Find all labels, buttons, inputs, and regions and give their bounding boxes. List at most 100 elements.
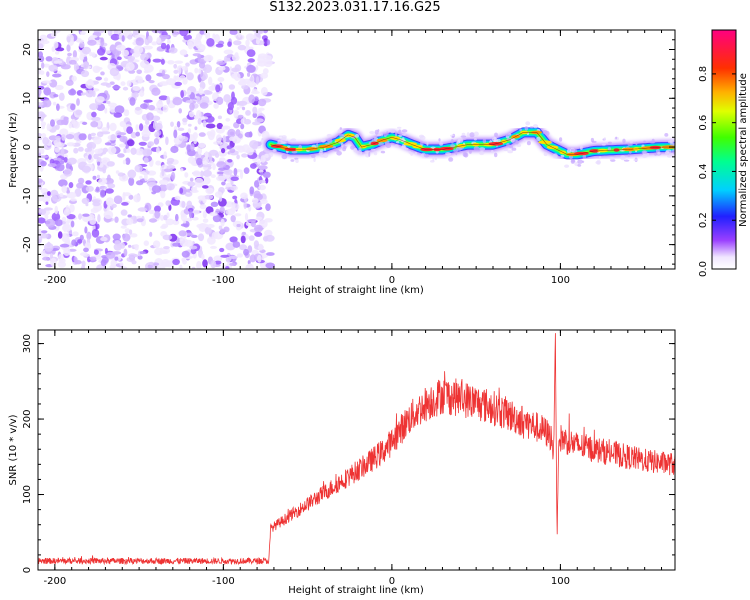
noise-blob bbox=[205, 90, 213, 95]
noise-blob bbox=[250, 220, 256, 228]
noise-blob bbox=[166, 157, 175, 163]
noise-blob bbox=[54, 142, 65, 148]
noise-blob bbox=[173, 129, 178, 139]
ridge-halo bbox=[378, 142, 384, 146]
noise-blob bbox=[38, 208, 47, 215]
noise-blob bbox=[178, 65, 182, 75]
ridge-halo bbox=[491, 150, 494, 154]
noise-blob bbox=[181, 66, 189, 71]
noise-blob bbox=[127, 139, 135, 147]
noise-blob bbox=[240, 192, 248, 200]
ridge-halo bbox=[396, 141, 400, 144]
noise-blob bbox=[89, 217, 97, 225]
ridge-halo bbox=[536, 136, 541, 142]
noise-blob bbox=[256, 60, 267, 67]
noise-blob bbox=[179, 30, 189, 37]
noise-blob bbox=[103, 210, 114, 219]
noise-blob bbox=[258, 184, 267, 191]
noise-blob bbox=[91, 199, 101, 203]
noise-blob bbox=[210, 174, 216, 179]
noise-blob bbox=[187, 156, 195, 164]
noise-blob bbox=[77, 239, 83, 244]
noise-blob bbox=[189, 245, 198, 250]
ridge-halo bbox=[286, 140, 289, 144]
noise-blob bbox=[66, 36, 71, 43]
noise-blob bbox=[162, 104, 169, 113]
noise-blob bbox=[166, 165, 176, 170]
ridge-halo bbox=[419, 135, 426, 141]
noise-blob bbox=[122, 136, 126, 143]
noise-blob bbox=[225, 256, 232, 262]
ridge-halo bbox=[665, 151, 670, 155]
ridge-halo bbox=[643, 140, 646, 143]
noise-blob bbox=[63, 157, 68, 163]
noise-blob bbox=[89, 51, 93, 57]
noise-blob bbox=[128, 253, 137, 258]
noise-blob bbox=[220, 254, 230, 258]
noise-blob bbox=[187, 41, 194, 50]
noise-blob bbox=[131, 260, 137, 265]
noise-blob bbox=[163, 214, 168, 221]
noise-blob bbox=[216, 161, 227, 168]
noise-blob bbox=[248, 235, 255, 241]
noise-blob bbox=[179, 236, 184, 242]
noise-blob bbox=[109, 67, 120, 77]
ridge-halo bbox=[473, 131, 479, 137]
noise-blob bbox=[96, 174, 100, 179]
noise-blob bbox=[212, 214, 221, 223]
bottom-ytick-label: 200 bbox=[22, 410, 33, 429]
noise-blob bbox=[60, 160, 65, 165]
noise-blob bbox=[254, 180, 260, 188]
noise-blob bbox=[168, 204, 172, 211]
noise-blob bbox=[99, 56, 108, 61]
noise-blob bbox=[244, 131, 253, 138]
noise-blob bbox=[67, 52, 72, 57]
noise-blob bbox=[247, 58, 255, 63]
ridge-halo bbox=[398, 129, 402, 135]
noise-blob bbox=[115, 170, 120, 174]
noise-blob bbox=[252, 197, 259, 204]
noise-blob bbox=[65, 205, 70, 213]
noise-blob bbox=[92, 90, 96, 98]
noise-blob bbox=[113, 49, 117, 54]
noise-blob bbox=[43, 63, 50, 68]
noise-blob bbox=[170, 145, 179, 154]
noise-blob bbox=[192, 53, 201, 57]
ridge-halo bbox=[560, 154, 565, 158]
noise-blob bbox=[80, 92, 86, 96]
noise-blob bbox=[187, 181, 196, 187]
noise-blob bbox=[91, 111, 97, 118]
noise-blob bbox=[128, 177, 135, 186]
noise-blob bbox=[237, 80, 248, 86]
ridge-halo bbox=[450, 144, 456, 148]
noise-blob bbox=[54, 147, 60, 153]
noise-blob bbox=[243, 118, 252, 125]
noise-blob bbox=[255, 76, 260, 85]
bottom-xtick-label: 100 bbox=[551, 576, 570, 587]
ridge-halo bbox=[564, 164, 570, 168]
noise-blob bbox=[135, 124, 139, 131]
ridge-halo bbox=[582, 160, 585, 163]
noise-blob bbox=[152, 262, 160, 266]
noise-blob bbox=[127, 57, 134, 63]
noise-blob bbox=[220, 218, 225, 227]
noise-blob bbox=[129, 229, 133, 235]
noise-blob bbox=[223, 49, 234, 55]
noise-blob bbox=[102, 147, 109, 153]
noise-blob bbox=[174, 81, 182, 86]
ridge-halo bbox=[649, 140, 656, 144]
ridge-halo bbox=[398, 134, 403, 137]
ridge-halo bbox=[577, 159, 583, 164]
noise-blob bbox=[257, 254, 262, 263]
noise-blob bbox=[182, 77, 188, 85]
noise-blob bbox=[254, 118, 264, 123]
noise-blob bbox=[209, 129, 216, 138]
ridge-halo bbox=[461, 132, 466, 136]
noise-blob bbox=[126, 80, 132, 87]
noise-blob bbox=[223, 94, 231, 103]
noise-blob bbox=[197, 44, 206, 52]
noise-blob bbox=[44, 242, 54, 252]
noise-blob bbox=[201, 176, 211, 185]
noise-blob bbox=[50, 257, 57, 267]
noise-blob bbox=[91, 52, 96, 57]
